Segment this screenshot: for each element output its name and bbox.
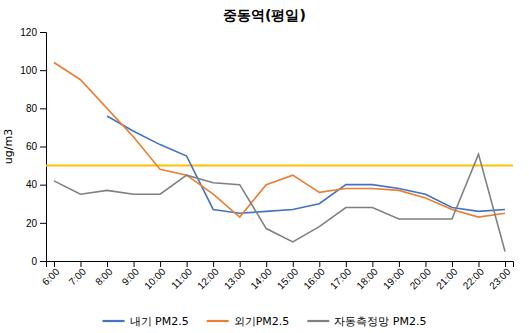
y-tick: 0: [31, 256, 46, 267]
x-axis-line: [47, 262, 514, 268]
x-tick-label: 21:00: [434, 266, 460, 292]
x-tick: 20:00: [408, 261, 434, 291]
x-tick-mark: [213, 261, 214, 267]
y-tick-mark: [40, 223, 46, 224]
x-tick-label: 14:00: [248, 266, 274, 292]
x-tick: 23:00: [487, 261, 513, 291]
x-tick-mark: [399, 261, 400, 267]
x-tick-mark: [107, 261, 108, 267]
legend-swatch: [103, 320, 125, 322]
x-tick: 19:00: [381, 261, 407, 291]
chart: 6:007:008:009:0010:0011:0012:0013:0014:0…: [0, 0, 529, 333]
threshold-line: [46, 165, 513, 167]
x-tick: 16:00: [301, 261, 327, 291]
x-tick: 17:00: [328, 261, 354, 291]
x-tick: 9:00: [120, 261, 142, 287]
x-tick-label: 13:00: [222, 266, 248, 292]
x-tick-mark: [452, 261, 453, 267]
x-tick-label: 6:00: [40, 266, 62, 288]
y-tick: 40: [26, 179, 46, 190]
marks: [46, 63, 513, 252]
x-tick: 14:00: [248, 261, 274, 291]
x-tick-label: 12:00: [195, 266, 221, 292]
y-tick-label: 40: [26, 179, 38, 190]
y-tick-label: 0: [31, 256, 37, 267]
x-tick-mark: [187, 261, 188, 267]
x-tick: 22:00: [461, 261, 487, 291]
plot: 6:007:008:009:0010:0011:0012:0013:0014:0…: [20, 27, 513, 292]
y-tick-label: 20: [26, 218, 38, 229]
x-tick-label: 8:00: [93, 266, 115, 288]
y-tick-label: 60: [26, 141, 38, 152]
y-tick-label: 80: [26, 103, 38, 114]
series-line: [107, 116, 505, 213]
title: 중동역(평일): [223, 7, 306, 23]
y-tick: 100: [20, 65, 46, 76]
x-tick-label: 17:00: [328, 266, 354, 292]
y-tick: 120: [20, 27, 46, 38]
x-tick: 11:00: [169, 261, 194, 291]
legend-label: 자동측정망 PM2.5: [334, 315, 426, 328]
y-tick-label: 120: [20, 27, 37, 38]
x-tick-mark: [80, 261, 81, 267]
x-tick-mark: [240, 261, 241, 267]
x-tick-mark: [160, 261, 161, 267]
x-tick: 15:00: [275, 261, 301, 291]
x-tick-label: 10:00: [142, 266, 168, 292]
x-tick: 18:00: [354, 261, 380, 291]
y-tick-label: 100: [20, 65, 37, 76]
x-tick: 7:00: [67, 261, 89, 287]
y-tick: 20: [26, 218, 46, 229]
legend-item: 자동측정망 PM2.5: [307, 315, 426, 328]
y-tick-mark: [40, 108, 46, 109]
x-tick: 12:00: [195, 261, 221, 291]
x-tick-label: 23:00: [487, 266, 513, 292]
y-axis: 0 20 40 60 80 100 120: [20, 27, 46, 267]
y-tick-mark: [40, 70, 46, 71]
x-tick-mark: [372, 261, 373, 267]
legend-label: 내기 PM2.5: [130, 315, 189, 328]
x-tick-mark: [505, 261, 506, 267]
y-tick-mark: [40, 147, 46, 148]
legend: 내기 PM2.5 외기PM2.5 자동측정망 PM2.5: [103, 315, 427, 328]
x-tick-label: 9:00: [120, 266, 142, 288]
x-tick: 6:00: [40, 261, 62, 287]
x-tick-label: 7:00: [67, 266, 89, 288]
y-tick-mark: [40, 185, 46, 186]
x-tick-mark: [134, 261, 135, 267]
legend-swatch: [307, 320, 329, 322]
x-tick-mark: [346, 261, 347, 267]
legend-label: 외기PM2.5: [234, 315, 290, 328]
x-tick-label: 22:00: [461, 266, 487, 292]
x-tick-label: 19:00: [381, 266, 407, 292]
y-tick: 60: [26, 141, 46, 152]
x-tick-mark: [266, 261, 267, 267]
x-tick-mark: [319, 261, 320, 267]
x-tick-mark: [293, 261, 294, 267]
y-tick-mark: [40, 32, 46, 33]
x-tick-label: 18:00: [354, 266, 380, 292]
x-tick-label: 16:00: [301, 266, 327, 292]
series-line: [54, 63, 505, 218]
x-tick-label: 20:00: [408, 266, 434, 292]
x-tick-label: 15:00: [275, 266, 301, 292]
x-tick-mark: [54, 261, 55, 267]
y-tick: 80: [26, 103, 46, 114]
y-axis-title: ug/m3: [2, 129, 15, 164]
y-tick-mark: [40, 261, 46, 262]
x-axis: 6:007:008:009:0010:0011:0012:0013:0014:0…: [40, 261, 514, 291]
legend-item: 외기PM2.5: [207, 315, 290, 328]
y-axis-line: [40, 33, 47, 262]
legend-item: 내기 PM2.5: [103, 315, 189, 328]
series-line: [54, 154, 505, 251]
x-tick-label: 11:00: [169, 266, 194, 291]
x-tick: 10:00: [142, 261, 168, 291]
x-tick: 8:00: [93, 261, 115, 287]
x-tick: 21:00: [434, 261, 460, 291]
x-tick-mark: [479, 261, 480, 267]
legend-swatch: [207, 320, 229, 322]
x-tick: 13:00: [222, 261, 248, 291]
x-tick-mark: [425, 261, 426, 267]
